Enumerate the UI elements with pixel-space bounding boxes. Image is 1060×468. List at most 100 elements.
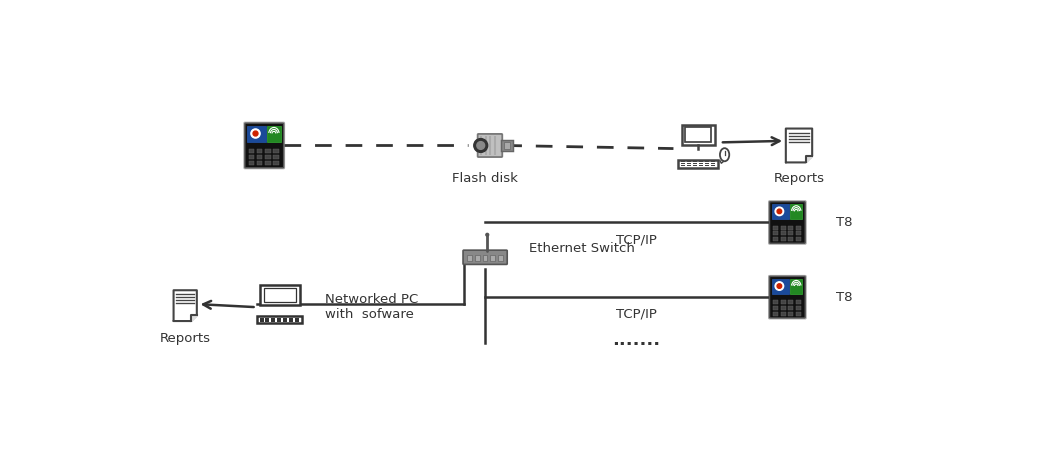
FancyBboxPatch shape [768,201,806,244]
FancyBboxPatch shape [768,276,806,319]
Bar [681,163,685,164]
Bar [711,163,714,164]
Text: TCP/IP: TCP/IP [616,307,657,320]
Polygon shape [785,129,812,162]
Text: Reports: Reports [774,172,825,185]
Polygon shape [174,290,197,321]
Bar [505,141,510,149]
Bar [692,163,696,164]
Bar [678,160,719,168]
FancyBboxPatch shape [463,250,508,264]
Bar [790,279,802,294]
Bar [796,226,800,230]
FancyBboxPatch shape [245,123,284,168]
Bar [682,125,714,146]
Bar [699,161,703,162]
Bar [264,288,296,302]
Text: Networked PC
with  sofware: Networked PC with sofware [324,293,418,321]
Bar [780,300,785,304]
Bar [788,237,793,241]
Circle shape [477,142,484,149]
Circle shape [251,129,260,138]
Bar [265,155,270,159]
Bar [257,161,263,165]
Circle shape [775,282,783,290]
Bar [501,140,513,151]
Circle shape [777,284,781,288]
Text: TCP/IP: TCP/IP [616,233,657,246]
Bar [271,318,276,322]
Bar [788,231,793,235]
Bar [780,231,785,235]
FancyBboxPatch shape [770,277,806,318]
Bar [260,318,264,322]
Bar [711,165,714,167]
Bar [265,318,269,322]
Bar [498,256,502,261]
Circle shape [474,139,488,153]
FancyBboxPatch shape [244,122,284,169]
Bar [265,161,270,165]
Bar [780,312,785,315]
Bar [273,161,279,165]
Polygon shape [806,156,812,162]
Bar [681,165,685,167]
Bar [482,256,488,261]
Bar [288,318,293,322]
Bar [257,149,263,153]
Circle shape [775,207,783,216]
Bar [772,279,789,294]
Bar [490,256,495,261]
Bar [265,149,270,153]
Bar [788,226,793,230]
Bar [249,149,254,153]
Text: Ethernet Switch: Ethernet Switch [529,242,635,255]
Bar [796,306,800,310]
Bar [780,226,785,230]
Bar [249,161,254,165]
Bar [247,125,266,142]
Bar [267,125,281,142]
Circle shape [253,131,258,136]
Bar [780,237,785,241]
Circle shape [485,234,489,236]
Circle shape [777,209,781,214]
Text: .......: ....... [613,330,660,349]
Bar [685,127,711,142]
Bar [773,312,778,315]
Text: Flash disk: Flash disk [453,172,518,185]
Bar [699,163,703,164]
Bar [711,161,714,162]
FancyBboxPatch shape [770,202,806,243]
Bar [788,300,793,304]
Bar [773,226,778,230]
Bar [699,165,703,167]
Bar [295,318,299,322]
Bar [687,165,691,167]
Bar [705,161,709,162]
Bar [273,155,279,159]
Bar [773,300,778,304]
Bar [687,163,691,164]
Bar [773,237,778,241]
Bar [780,306,785,310]
Bar [773,306,778,310]
Polygon shape [191,315,197,321]
Bar [705,163,709,164]
FancyBboxPatch shape [478,134,502,157]
Bar [681,161,685,162]
Text: T8: T8 [836,291,852,304]
Bar [687,161,691,162]
Text: T8: T8 [836,216,852,229]
Bar [249,155,254,159]
Bar [692,161,696,162]
Bar [277,318,281,322]
Ellipse shape [720,148,729,161]
Bar [273,149,279,153]
Bar [705,165,709,167]
Bar [283,318,287,322]
Bar [790,204,802,219]
Bar [258,316,302,323]
Bar [260,285,300,305]
Bar [475,256,479,261]
